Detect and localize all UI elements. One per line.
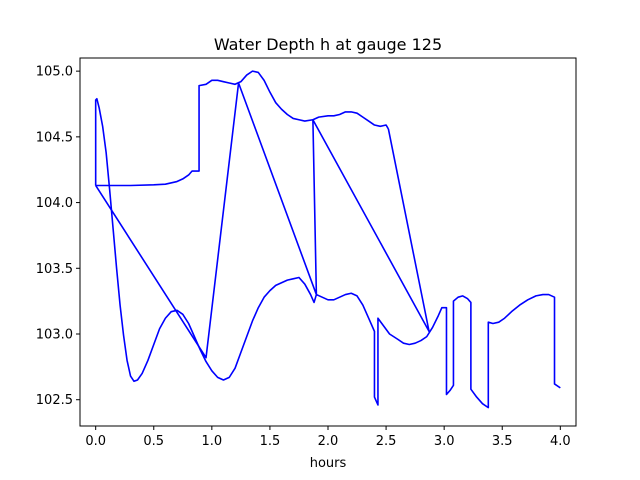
y-tick-label: 103.5 [36,262,73,277]
x-tick-label: 0.5 [143,434,164,449]
x-tick-label: 0.0 [85,434,106,449]
y-tick-label: 102.5 [36,393,73,408]
y-tick-label: 105.0 [36,65,73,80]
x-tick-label: 3.5 [492,434,513,449]
x-tick-label: 4.0 [550,434,571,449]
series-line-2 [95,70,390,187]
x-tick-label: 3.0 [434,434,455,449]
series-line-1 [94,97,561,409]
x-tick-label: 1.0 [201,434,222,449]
x-axis: 0.0 0.5 1.0 1.5 2.0 2.5 3.0 3.5 4.0 [85,426,571,449]
y-tick-label: 103.0 [36,328,73,343]
series-layer [94,70,561,409]
x-tick-label: 1.5 [260,434,281,449]
y-tick-label: 104.5 [36,130,73,145]
chart-title: Water Depth h at gauge 125 [214,35,442,54]
x-axis-label: hours [310,456,347,471]
y-tick-label: 104.0 [36,196,73,211]
y-axis: 102.5 103.0 103.5 104.0 104.5 105.0 [36,65,80,408]
series-line-3 [95,82,430,359]
x-tick-label: 2.0 [318,434,339,449]
x-tick-label: 2.5 [376,434,397,449]
